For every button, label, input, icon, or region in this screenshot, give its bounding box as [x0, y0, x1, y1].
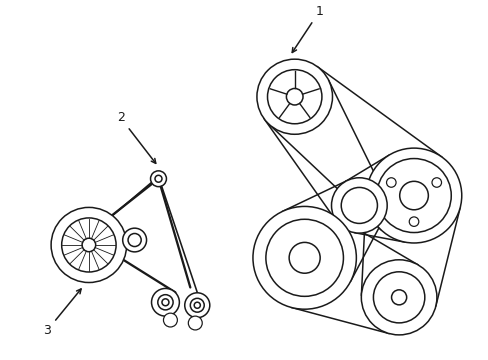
Circle shape [184, 293, 209, 318]
Circle shape [399, 181, 427, 210]
Circle shape [155, 175, 162, 182]
Circle shape [431, 178, 441, 187]
Circle shape [190, 298, 204, 312]
Circle shape [122, 228, 146, 252]
Circle shape [386, 178, 395, 187]
Circle shape [361, 260, 436, 335]
Text: 3: 3 [43, 289, 81, 337]
Circle shape [252, 206, 356, 309]
Circle shape [267, 70, 321, 124]
Circle shape [408, 217, 418, 226]
Circle shape [158, 295, 173, 310]
Circle shape [256, 59, 332, 134]
Circle shape [373, 272, 424, 323]
Circle shape [151, 288, 179, 316]
Circle shape [82, 238, 96, 252]
Circle shape [331, 178, 386, 233]
Circle shape [376, 158, 450, 233]
Circle shape [51, 207, 126, 283]
Circle shape [265, 219, 343, 296]
Text: 1: 1 [292, 5, 323, 53]
Circle shape [194, 302, 200, 308]
Circle shape [286, 89, 303, 105]
Circle shape [391, 290, 406, 305]
Circle shape [61, 218, 116, 272]
Circle shape [288, 242, 320, 273]
Circle shape [188, 316, 202, 330]
Circle shape [128, 234, 141, 247]
Circle shape [163, 313, 177, 327]
Text: 2: 2 [117, 111, 156, 163]
Circle shape [150, 171, 166, 186]
Circle shape [162, 299, 168, 306]
Circle shape [366, 148, 461, 243]
Circle shape [341, 188, 377, 224]
